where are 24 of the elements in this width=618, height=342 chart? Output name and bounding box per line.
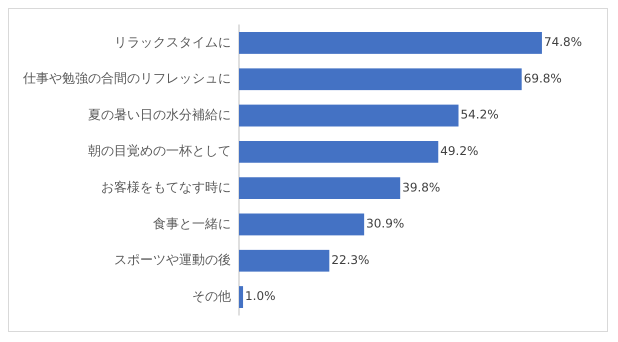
data-label: 54.2% bbox=[460, 108, 499, 122]
data-label: 74.8% bbox=[544, 35, 582, 50]
data-label: 49.2% bbox=[440, 144, 478, 158]
data-label: 39.8% bbox=[402, 180, 440, 194]
y-tick-label: 仕事や勉強の合間のリフレッシュに bbox=[22, 72, 231, 87]
bar bbox=[239, 140, 438, 163]
bar bbox=[239, 68, 522, 90]
y-tick-label: お客様をもてなす時に bbox=[101, 180, 231, 196]
y-tick-label: 食事と一緒に bbox=[153, 216, 231, 232]
y-tick-label: 朝の目覚めの一杯として bbox=[88, 144, 231, 160]
y-tick-label: スポーツや運動の後 bbox=[114, 253, 231, 268]
y-tick-label: リラックスタイムに bbox=[114, 35, 231, 50]
y-tick-label: 夏の暑い日の水分補給に bbox=[88, 108, 231, 123]
bar bbox=[239, 104, 459, 126]
bar bbox=[239, 177, 400, 200]
y-tick-label: その他 bbox=[192, 289, 231, 304]
data-label: 30.9% bbox=[366, 216, 404, 231]
bar bbox=[239, 250, 330, 272]
data-label: 1.0% bbox=[245, 289, 276, 304]
data-label: 22.3% bbox=[331, 252, 370, 267]
bar bbox=[239, 32, 542, 54]
data-label: 69.8% bbox=[524, 71, 562, 86]
bar bbox=[239, 286, 244, 308]
bar bbox=[239, 214, 364, 236]
